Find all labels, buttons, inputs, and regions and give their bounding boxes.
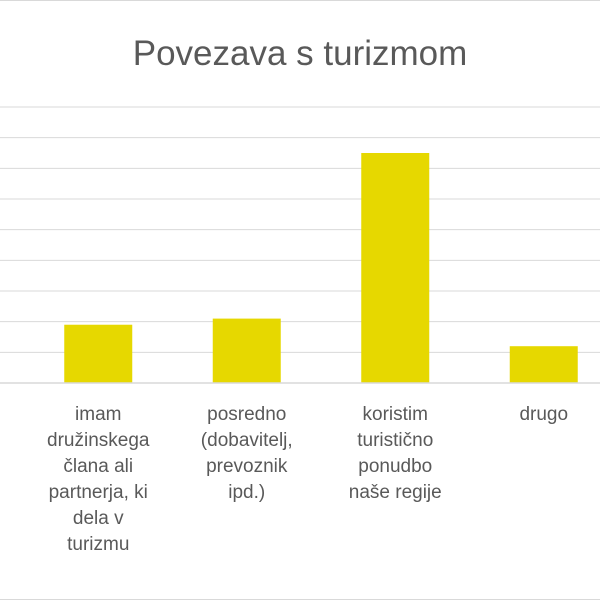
category-label-2: posredno (dobavitelj, prevoznik ipd.) <box>201 404 293 503</box>
category-labels: imam družinskega člana ali partnerja, ki del… <box>47 404 568 555</box>
chart-title: Povezava s turizmom <box>132 34 468 73</box>
gridlines <box>0 106 600 353</box>
category-label-3: koristim turistično ponudbo naše regije <box>349 404 442 503</box>
bar-1 <box>64 324 133 383</box>
bars <box>64 153 578 383</box>
bar-3 <box>361 153 430 383</box>
category-label-4: drugo <box>519 404 568 425</box>
category-label-1: imam družinskega člana ali partnerja, ki del… <box>47 404 150 555</box>
bar-4 <box>509 346 578 383</box>
bar-2 <box>212 318 281 383</box>
